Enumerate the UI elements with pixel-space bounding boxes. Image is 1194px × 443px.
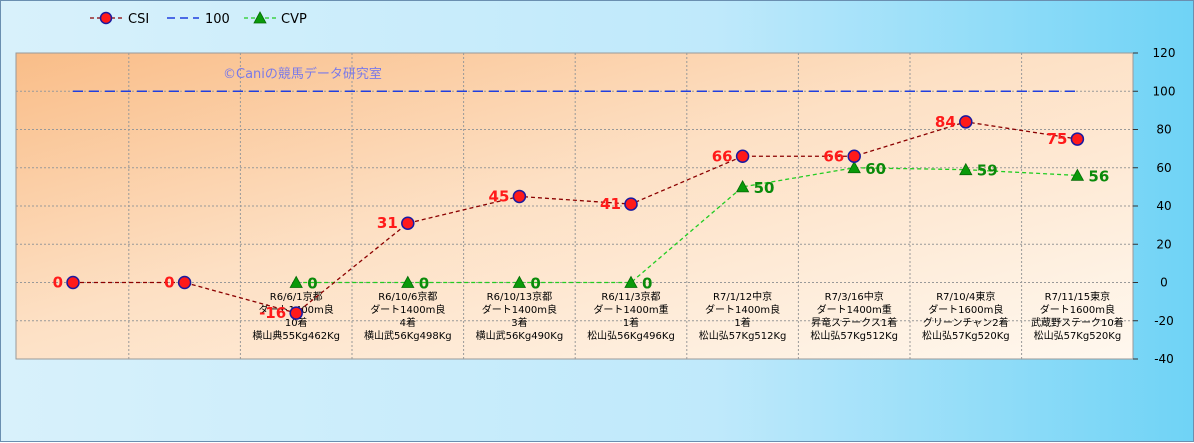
y-tick-label: -20 [1154, 314, 1174, 328]
csi-data-label: 66 [823, 147, 844, 165]
race-label-line: ダート1400m良 [370, 303, 445, 316]
csi-data-label: 66 [712, 147, 733, 165]
y-tick-label: -40 [1154, 352, 1174, 366]
csi-point [959, 115, 973, 129]
cvp-point [624, 275, 638, 288]
race-label-line: ダート1600m良 [1040, 303, 1115, 316]
race-label-line: R7/11/15東京 [1045, 290, 1111, 303]
legend: CSI 100 CVP [90, 11, 307, 27]
csi-data-label: 45 [489, 187, 510, 205]
race-label-line: R6/6/1京都 [270, 290, 323, 303]
race-label-line: 10着 [285, 316, 308, 329]
cvp-point [401, 275, 415, 288]
race-label-line: R6/10/13京都 [487, 290, 553, 303]
series-csi-line [73, 121, 1078, 314]
race-label-line: 昇竜ステークス1着 [811, 316, 897, 329]
race-label-line: ダート1400m良 [705, 303, 780, 316]
cvp-point [847, 160, 861, 174]
csi-point [735, 149, 750, 164]
csi-point [401, 216, 415, 230]
race-label-line: 松山弘57Kg520Kg [1034, 329, 1122, 342]
csi-data-label: -16 [259, 304, 286, 322]
csi-data-label: 75 [1047, 130, 1068, 148]
cvp-data-label: 56 [1088, 167, 1109, 185]
series-layer: 0 0 0 0 50 60 59 56 0 0 -16 31 45 41 66 66 84 75 [53, 90, 1109, 322]
csi-data-label: 0 [164, 274, 174, 292]
csi-point [624, 197, 638, 211]
race-label-line: 3着 [511, 316, 527, 329]
race-label-line: R7/1/12中京 [713, 290, 772, 303]
race-label-line: 松山弘57Kg512Kg [699, 329, 787, 342]
csi-point [1070, 132, 1085, 146]
y-tick-label: 20 [1156, 237, 1171, 251]
race-label-line: ダート1400m重 [593, 303, 668, 316]
cvp-data-label: 0 [419, 275, 429, 293]
csi-point [66, 275, 80, 290]
race-label-line: R6/10/6京都 [378, 290, 437, 303]
cvp-data-label: 59 [977, 162, 998, 180]
race-label-line: 1着 [623, 316, 639, 329]
csi-point [177, 275, 192, 290]
race-label-line: R7/10/4東京 [936, 290, 995, 303]
cvp-data-label: 60 [865, 160, 886, 178]
race-label-line: 横山典55Kg462Kg [252, 329, 340, 342]
y-tick-label: 40 [1156, 199, 1171, 213]
race-label-line: 横山武56Kg490Kg [476, 329, 564, 342]
race-label-line: R6/11/3京都 [601, 290, 660, 303]
legend-csi-label: CSI [128, 12, 149, 27]
cvp-data-label: 50 [754, 179, 775, 197]
race-label-line: 1着 [734, 316, 750, 329]
race-label-line: ダート1600m良 [928, 303, 1003, 316]
cvp-point [1070, 168, 1085, 181]
y-tick-label: 100 [1153, 84, 1176, 98]
csi-data-label: 84 [935, 113, 956, 131]
race-label-line: 松山弘57Kg512Kg [810, 329, 898, 342]
race-label-line: ダート1400m重 [817, 303, 892, 316]
cvp-point [289, 275, 303, 288]
race-label-line: ダート1400m良 [482, 303, 557, 316]
legend-cvp-label: CVP [281, 12, 307, 27]
plot-area [15, 52, 1134, 360]
csi-data-label: 41 [600, 195, 621, 213]
y-tick-label: 120 [1153, 46, 1176, 60]
legend-100-label: 100 [205, 12, 230, 27]
race-label-line: 松山弘57Kg520Kg [922, 329, 1010, 342]
race-label-line: R7/3/16中京 [825, 290, 884, 303]
y-axis-ticks: -40 -20 0 20 40 60 80 100 120 [1133, 46, 1175, 366]
csi-data-label: 31 [377, 214, 398, 232]
race-label-line: 武蔵野ステーク10着 [1031, 316, 1124, 329]
csi-data-label: 0 [53, 274, 63, 292]
series-cvp-line [296, 167, 1078, 284]
cvp-point [512, 275, 527, 288]
cvp-point [735, 180, 750, 193]
watermark: ©Caniの競馬データ研究室 [223, 66, 382, 82]
cvp-data-label: 0 [530, 275, 540, 293]
csi-point [512, 189, 527, 204]
cvp-data-label: 0 [307, 275, 317, 293]
csi-point [847, 149, 861, 164]
cvp-data-label: 0 [642, 275, 652, 293]
csi-point [289, 306, 303, 320]
y-tick-label: 0 [1160, 276, 1168, 290]
race-label-line: グリーンチャン2着 [923, 316, 1009, 329]
legend-cvp-marker [253, 11, 267, 24]
race-label-line: 松山弘56Kg496Kg [587, 329, 675, 342]
gridlines [16, 53, 1133, 359]
cvp-point [959, 162, 973, 176]
race-label-line: 4着 [400, 316, 416, 329]
y-tick-label: 60 [1156, 161, 1171, 175]
legend-csi-marker [99, 11, 113, 25]
race-label-line: 横山武56Kg498Kg [364, 329, 452, 342]
y-tick-label: 80 [1156, 123, 1171, 137]
